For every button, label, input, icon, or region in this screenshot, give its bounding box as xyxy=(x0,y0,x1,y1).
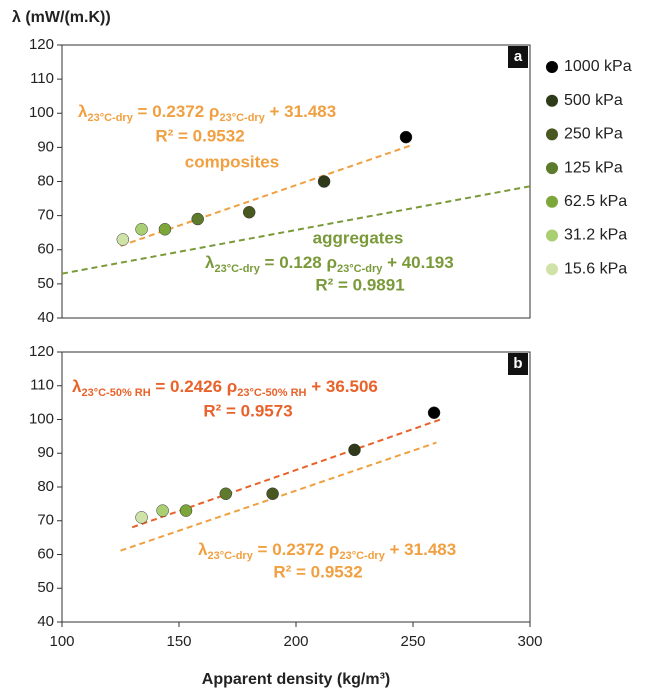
equation-subscript: 23°C-dry xyxy=(339,550,385,562)
fit-equation: λ23°C-dry = 0.2372 ρ23°C-dry + 31.483 xyxy=(198,540,456,561)
y-tick-label: 90 xyxy=(37,444,54,461)
equation-subscript: 23°C-dry xyxy=(207,550,253,562)
fit-label: composites xyxy=(185,152,279,171)
fit-line xyxy=(131,418,442,529)
equation-subscript: 23°C-dry xyxy=(87,112,133,124)
y-tick-label: 60 xyxy=(37,241,54,258)
y-tick-label: 70 xyxy=(37,512,54,529)
equation-part: λ xyxy=(78,102,88,121)
fit-equation: λ23°C-50% RH = 0.2426 ρ23°C-50% RH + 36.… xyxy=(72,377,378,398)
y-tick-label: 110 xyxy=(30,377,54,394)
equation-part: + 31.483 xyxy=(385,540,456,559)
x-tick-label: 250 xyxy=(400,633,425,650)
fit-equation: λ23°C-dry = 0.128 ρ23°C-dry + 40.193 xyxy=(205,253,454,274)
equation-part: = 0.2372 ρ xyxy=(253,540,340,559)
equation-part: + 40.193 xyxy=(382,253,453,272)
data-point xyxy=(179,504,193,517)
y-axis-title: λ (mW/(m.K)) xyxy=(12,9,111,26)
y-tick-label: 40 xyxy=(37,613,54,630)
y-tick-label: 40 xyxy=(37,309,54,326)
data-point xyxy=(242,205,256,219)
fit-r2: R² = 0.9532 xyxy=(155,126,244,145)
y-tick-label: 100 xyxy=(29,104,54,121)
data-point xyxy=(116,233,130,246)
data-point xyxy=(135,223,148,236)
fit-r2: R² = 0.9573 xyxy=(203,401,292,420)
equation-part: λ xyxy=(198,540,208,559)
equation-part: + 31.483 xyxy=(265,102,336,121)
y-tick-label: 120 xyxy=(29,36,54,53)
data-point xyxy=(266,487,279,500)
legend-marker xyxy=(546,94,558,107)
data-point xyxy=(191,212,204,226)
equation-part: + 36.506 xyxy=(307,377,378,396)
legend-marker xyxy=(546,162,558,175)
legend-label: 250 kPa xyxy=(564,126,623,143)
equation-subscript: 23°C-dry xyxy=(219,112,265,124)
equation-part: = 0.128 ρ xyxy=(260,253,337,272)
equation-part: λ xyxy=(205,253,215,272)
legend-label: 62.5 kPa xyxy=(564,193,627,210)
panel-letter: a xyxy=(514,48,523,65)
panel-badge xyxy=(508,46,528,68)
x-axis-title: Apparent density (kg/m³) xyxy=(202,671,390,688)
data-point xyxy=(135,511,148,524)
fit-r2: R² = 0.9532 xyxy=(273,562,362,581)
legend-label: 1000 kPa xyxy=(564,58,632,75)
legend-marker xyxy=(546,61,558,73)
data-point xyxy=(156,504,169,517)
y-tick-label: 90 xyxy=(37,138,54,155)
legend-label: 31.2 kPa xyxy=(564,227,627,244)
equation-part: = 0.2372 ρ xyxy=(133,102,220,121)
y-tick-label: 70 xyxy=(37,207,54,224)
fit-r2: R² = 0.9891 xyxy=(315,275,404,294)
fit-equation: λ23°C-dry = 0.2372 ρ23°C-dry + 31.483 xyxy=(78,102,336,123)
equation-part: = 0.2426 ρ xyxy=(151,377,238,396)
y-tick-label: 60 xyxy=(37,545,54,562)
x-tick-label: 300 xyxy=(517,633,542,650)
equation-part: λ xyxy=(72,377,82,396)
legend-label: 500 kPa xyxy=(564,92,623,109)
panel-letter: b xyxy=(513,355,522,372)
data-point xyxy=(219,487,233,500)
legend-label: 125 kPa xyxy=(564,159,623,176)
y-tick-label: 120 xyxy=(29,343,54,360)
plot-frame xyxy=(61,44,531,319)
panel-badge xyxy=(508,353,528,375)
legend-marker xyxy=(546,229,558,242)
equation-subscript: 23°C-dry xyxy=(337,263,383,275)
y-tick-label: 80 xyxy=(37,172,54,189)
equation-subscript: 23°C-50% RH xyxy=(81,387,150,399)
data-point xyxy=(348,443,361,457)
x-tick-label: 150 xyxy=(166,633,191,650)
data-point xyxy=(317,175,331,188)
x-tick-label: 200 xyxy=(283,633,308,650)
legend-label: 15.6 kPa xyxy=(564,260,627,277)
data-point xyxy=(158,223,172,236)
fit-line xyxy=(120,441,437,552)
data-point xyxy=(427,406,441,419)
y-tick-label: 110 xyxy=(30,70,54,87)
equation-subscript: 23°C-dry xyxy=(214,263,260,275)
y-tick-label: 50 xyxy=(37,579,54,596)
y-tick-label: 100 xyxy=(29,410,54,427)
legend-marker xyxy=(546,128,558,141)
x-tick-label: 100 xyxy=(49,633,74,650)
fit-label: aggregates xyxy=(313,228,404,247)
equation-subscript: 23°C-50% RH xyxy=(237,387,306,399)
legend-marker xyxy=(546,195,558,208)
legend-marker xyxy=(546,263,558,276)
data-point xyxy=(399,130,413,144)
y-tick-label: 50 xyxy=(37,275,54,292)
y-tick-label: 80 xyxy=(37,478,54,495)
